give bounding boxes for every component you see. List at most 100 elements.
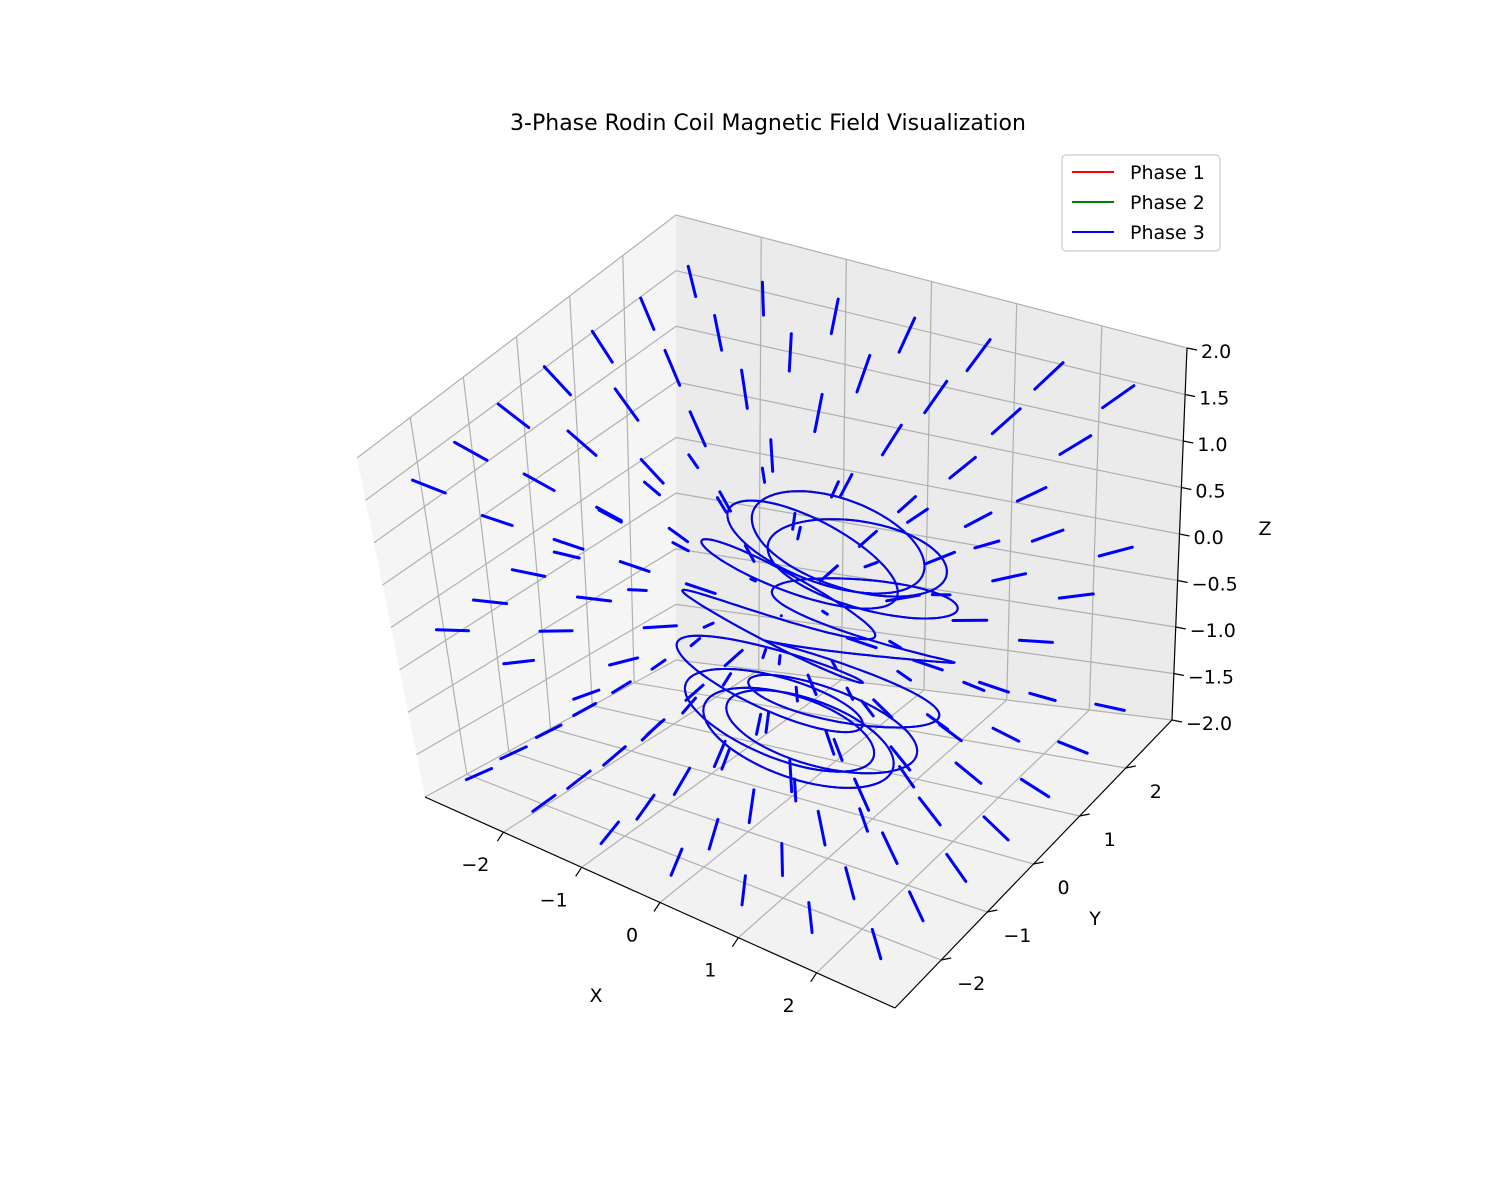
field-vector [1058,434,1093,456]
field-vector [760,280,765,317]
field-vector [702,621,715,629]
z-tick-label: −1.5 [1188,667,1234,689]
grid-line-z [416,603,1174,756]
field-vector [688,410,707,448]
field-vector [712,739,727,769]
field-vector [860,699,875,718]
field-vector [829,297,840,336]
field-vector [552,537,585,551]
field-vector [639,458,665,485]
field-vector [671,541,690,553]
z-tick-mark [1171,719,1183,723]
y-tick-label: 1 [1104,829,1116,851]
y-tick-mark [1079,813,1090,817]
field-vector [566,429,598,457]
field-vector [898,765,916,789]
z-tick-label: −0.5 [1192,574,1238,596]
field-vector [613,387,640,422]
grid-line-z [407,548,1176,713]
field-vector [855,353,872,394]
field-vector [982,815,1010,842]
grid-line-z [365,269,1186,501]
field-vector [858,807,869,833]
z-tick-mark [1177,579,1188,584]
field-vector [830,658,838,671]
field-vector [721,672,733,687]
field-vector [642,624,678,630]
grid-line-z [373,325,1184,544]
field-vector [645,718,666,737]
x-tick-label: −1 [540,889,568,911]
x-tick-label: 1 [704,960,716,982]
field-vector [863,560,879,569]
z-tick-mark [1179,533,1190,537]
field-vector [755,712,763,736]
field-vector [923,379,949,415]
field-vector [575,595,613,603]
field-vector [1101,384,1136,410]
legend-label-phase-3: Phase 3 [1130,222,1205,244]
x-tick-label: 2 [783,995,795,1017]
field-vector [1057,740,1089,755]
x-axis-label: X [589,985,602,1007]
field-vector [965,338,992,373]
axis-lines [424,347,1198,1009]
field-vector [769,438,775,473]
legend-box [1061,154,1221,252]
field-vector [749,577,757,583]
field-vector [1015,486,1048,503]
field-vector [845,636,878,650]
field-vector [590,329,614,364]
y-tick-label: −1 [1003,925,1031,947]
field-vector [787,332,793,373]
field-vector [522,472,556,492]
pane-side [357,215,676,797]
field-vector [777,654,782,666]
field-vector [821,609,829,616]
field-vector [897,316,917,354]
y-tick-mark [1033,861,1044,865]
x-tick-mark [731,937,739,947]
field-vector [627,588,648,592]
legend-label-phase-2: Phase 2 [1130,192,1205,214]
field-vector [880,423,903,457]
field-vector [464,767,494,782]
field-vector [618,560,651,573]
field-vector [689,637,702,648]
y-tick-label: 0 [1057,877,1069,899]
field-vector [538,629,574,633]
field-vector [552,550,581,560]
z-tick-label: −2.0 [1186,713,1232,735]
field-vector [760,466,767,484]
field-vector [1033,361,1065,391]
field-vector [881,831,899,865]
field-vector [686,264,698,299]
field-vector [663,348,682,387]
field-vector [807,901,814,934]
field-vector [723,648,744,668]
field-vector [990,407,1022,436]
field-vector [853,777,871,812]
field-vector [906,507,929,524]
field-vector [870,927,883,961]
field-vector [453,440,489,462]
field-vector [1097,545,1134,558]
field-vector [499,745,528,761]
field-vector [707,817,720,851]
y-tick-label: −2 [957,973,985,995]
field-vector [496,402,531,430]
field-vector [713,314,724,352]
field-vector [896,669,913,682]
field-vector [411,478,447,495]
field-vector [991,726,1021,743]
z-tick-mark [1185,393,1196,398]
y-axis-label: Y [1088,908,1101,930]
field-vector [978,680,1010,694]
grid-line-z [356,214,1188,459]
z-tick-label: 1.0 [1197,434,1227,456]
field-vector [832,737,844,762]
field-vector [687,453,700,470]
field-vector [599,820,620,846]
y-tick-mark [1125,765,1136,769]
